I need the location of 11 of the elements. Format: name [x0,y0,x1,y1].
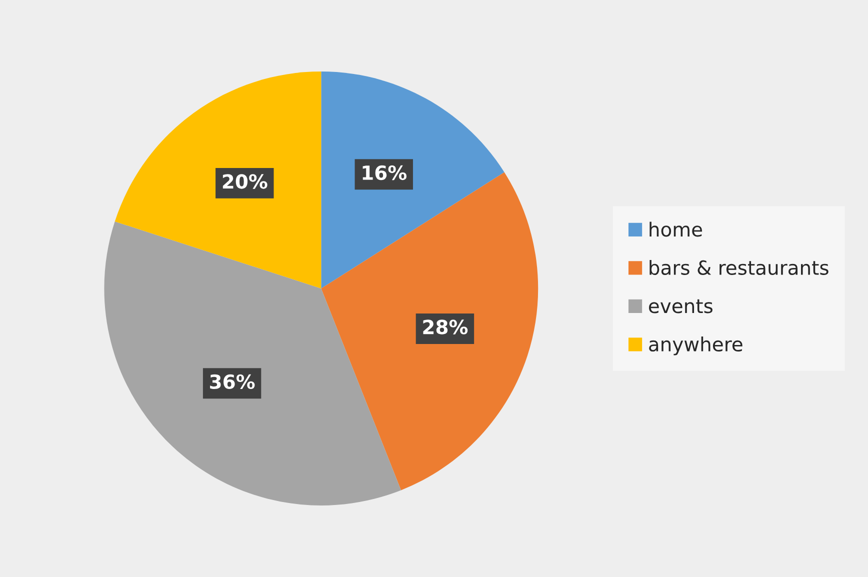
data-label: 36% [210,374,255,390]
legend-label: anywhere [649,336,742,356]
pie-slice [114,72,322,288]
data-label: 20% [222,174,268,189]
legend-label: events [648,299,712,314]
legend-label: home [650,222,702,237]
pie-slice [321,72,504,288]
data-label: 16% [362,165,407,180]
pie-slice [104,221,402,506]
legend-label: bars & restaurants [650,260,828,276]
data-label: 28% [423,320,468,334]
